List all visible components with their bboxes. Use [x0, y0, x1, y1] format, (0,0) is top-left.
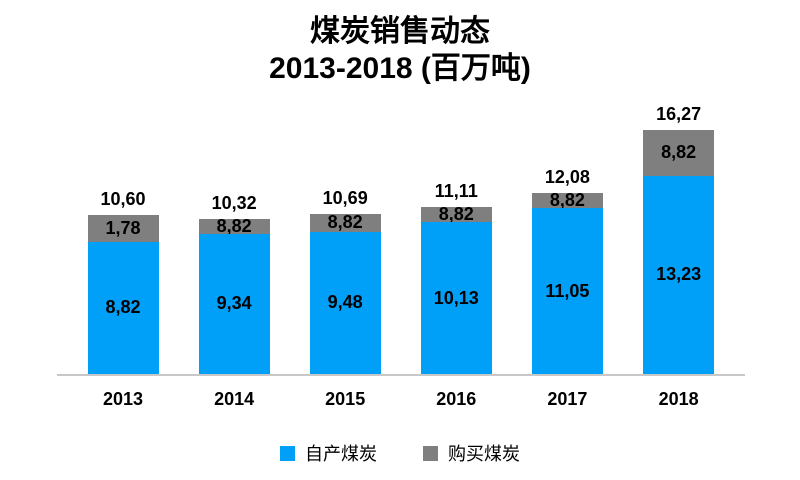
bar-group-2016: 11,11 8,82 10,13: [420, 0, 492, 374]
bar-group-2013: 10,60 1,78 8,82: [87, 0, 159, 374]
bar-group-2017: 12,08 8,82 11,05: [531, 0, 603, 374]
legend-item-purchased: 购买煤炭: [423, 440, 520, 466]
legend-swatch-icon: [423, 445, 438, 461]
x-tick-label-2014: 2014: [214, 389, 255, 409]
total-value-label: 10,60: [100, 189, 146, 210]
bar-group-2015: 10,69 8,82 9,48: [309, 0, 381, 374]
bar-group-2014: 10,32 8,82 9,34: [198, 0, 270, 374]
legend: 自产煤炭 购买煤炭: [0, 440, 800, 466]
purchased-coal-segment: 8,82: [198, 216, 270, 236]
x-tick-label-2016: 2016: [436, 389, 477, 409]
legend-label: 自产煤炭: [305, 444, 377, 464]
purchased-coal-segment: 8,82: [643, 129, 715, 176]
purchased-coal-segment: 8,82: [531, 190, 603, 210]
purchased-coal-segment: 1,78: [87, 215, 159, 242]
produced-coal-segment: 11,05: [531, 208, 603, 374]
x-tick-label-2017: 2017: [547, 389, 588, 409]
chart-title: 煤炭销售动态 2013-2018 (百万吨): [0, 13, 800, 87]
chart-title-line2: 2013-2018 (百万吨): [269, 52, 531, 85]
produced-coal-segment: 13,23: [643, 175, 715, 374]
produced-coal-segment: 8,82: [87, 241, 159, 374]
total-value-label: 16,27: [656, 103, 702, 124]
produced-coal-segment: 9,34: [198, 233, 270, 374]
x-tick-label-2015: 2015: [325, 389, 366, 409]
bar-group-2018: 16,27 8,82 13,23: [643, 0, 715, 374]
legend-item-produced: 自产煤炭: [280, 440, 377, 466]
total-value-label: 12,08: [544, 166, 590, 187]
total-value-label: 11,11: [434, 181, 478, 202]
produced-coal-segment: 10,13: [420, 222, 492, 374]
chart-title-line1: 煤炭销售动态: [310, 15, 490, 48]
purchased-coal-segment: 8,82: [420, 204, 492, 224]
purchased-coal-segment: 8,82: [309, 212, 381, 232]
legend-swatch-icon: [280, 445, 295, 461]
x-tick-label-2013: 2013: [102, 389, 144, 409]
legend-label: 购买煤炭: [448, 444, 520, 464]
total-value-label: 10,69: [322, 187, 368, 208]
total-value-label: 10,32: [211, 193, 257, 214]
produced-coal-segment: 9,48: [309, 231, 381, 374]
x-axis-line: [57, 374, 745, 376]
x-tick-label-2018: 2018: [658, 389, 699, 409]
